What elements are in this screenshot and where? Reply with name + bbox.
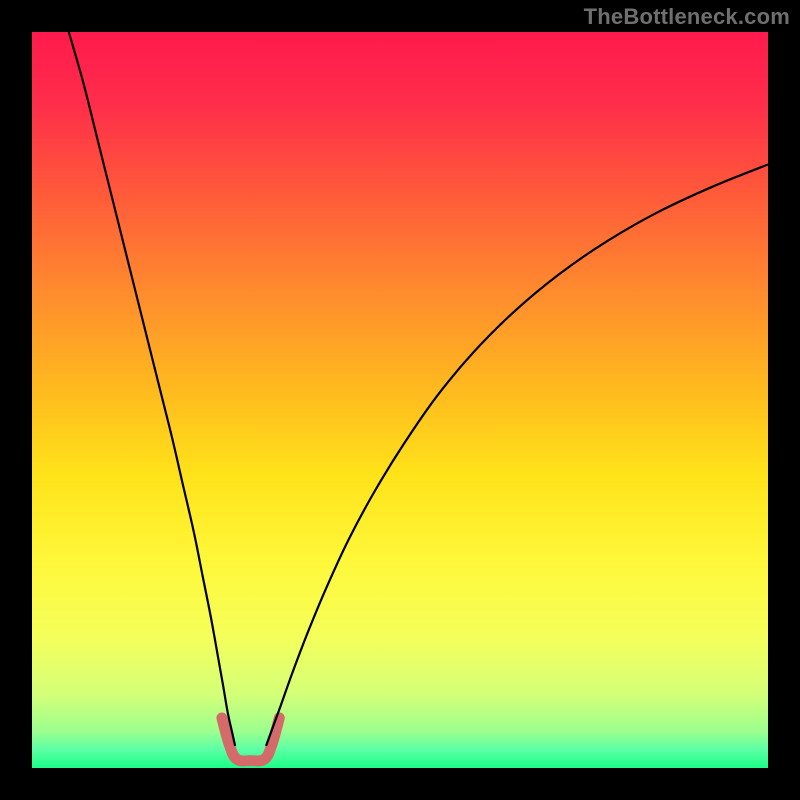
curve-layer — [32, 32, 768, 768]
right-curve — [266, 164, 768, 745]
left-curve — [69, 32, 235, 746]
watermark-text: TheBottleneck.com — [584, 4, 790, 30]
plot-area — [32, 32, 768, 768]
stage: TheBottleneck.com — [0, 0, 800, 800]
